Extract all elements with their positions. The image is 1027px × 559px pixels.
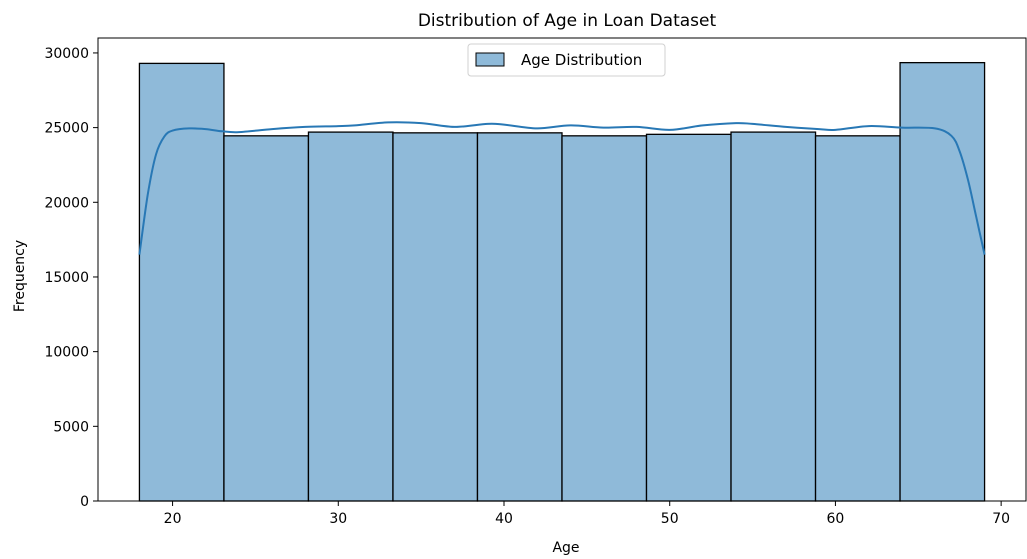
x-axis-label: Age (552, 540, 579, 556)
y-tick-label-15000: 15000 (44, 270, 89, 286)
legend-swatch (475, 52, 505, 67)
x-tick-label-70: 70 (992, 511, 1010, 527)
histogram-bar-8 (814, 135, 901, 502)
x-tick-label-40: 40 (495, 511, 513, 527)
legend-frame (467, 43, 666, 77)
y-tick-label-0: 0 (80, 494, 89, 510)
y-tick-label-20000: 20000 (44, 195, 89, 211)
x-tick-label-20: 20 (164, 511, 182, 527)
histogram-bar-1 (223, 135, 310, 502)
y-tick-label-10000: 10000 (44, 345, 89, 361)
histogram-bar-6 (645, 133, 732, 502)
y-tick-label-30000: 30000 (44, 46, 89, 62)
legend: Age Distribution (467, 43, 666, 77)
x-tick-label-30: 30 (329, 511, 347, 527)
histogram-bar-5 (561, 135, 648, 502)
x-tick-label-50: 50 (661, 511, 679, 527)
histogram-bar-9 (899, 61, 986, 502)
histogram-bar-4 (476, 132, 563, 502)
chart-title: Distribution of Age in Loan Dataset (418, 11, 717, 31)
y-axis-label: Frequency (12, 240, 28, 312)
histogram-bar-7 (730, 131, 817, 502)
x-tick-label-60: 60 (827, 511, 845, 527)
plot-area: 20 30 40 50 60 70 0 5000 10000 15000 20000 25000 300… (44, 37, 1027, 527)
histogram-bar-3 (392, 132, 479, 502)
y-tick-label-5000: 5000 (53, 419, 89, 435)
y-tick-label-25000: 25000 (44, 121, 89, 137)
kde-line (138, 121, 986, 255)
histogram-bar-2 (307, 131, 394, 502)
legend-label: Age Distribution (521, 51, 642, 69)
histogram-bar-0 (138, 62, 225, 502)
axes-frame (97, 37, 1027, 502)
